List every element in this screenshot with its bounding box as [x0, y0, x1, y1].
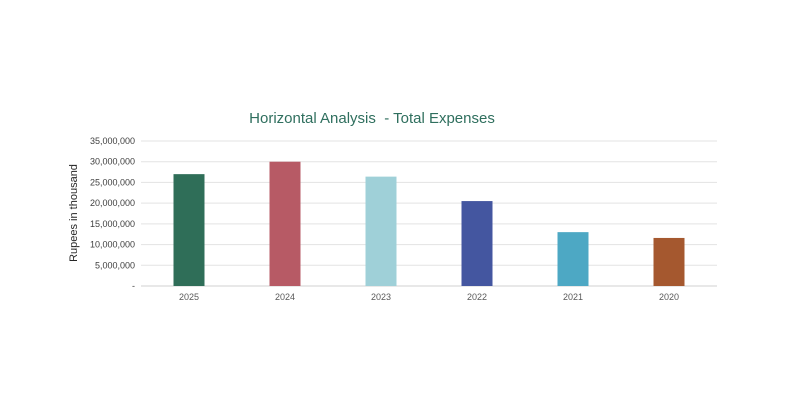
- y-axis-title: Rupees in thousand: [68, 164, 80, 262]
- gridlines: [141, 140, 717, 287]
- x-axis-category-labels: 2025 2024 2023 2022 2021 2020: [179, 292, 679, 302]
- y-tick-label: 15,000,000: [90, 219, 135, 229]
- y-tick-label: 30,000,000: [90, 157, 135, 167]
- bar-2024: [269, 161, 301, 286]
- x-tick-label-2025: 2025: [179, 292, 199, 302]
- bar-2020: [653, 237, 685, 286]
- x-tick-label-2022: 2022: [467, 292, 487, 302]
- y-tick-label: -: [132, 281, 135, 291]
- bar-2022: [461, 201, 493, 286]
- y-tick-label: 25,000,000: [90, 177, 135, 187]
- y-axis-tick-labels: - 5,000,000 10,000,000 15,000,000 20,000,000…: [90, 136, 135, 291]
- y-tick-label: 10,000,000: [90, 240, 135, 250]
- x-tick-label-2020: 2020: [659, 292, 679, 302]
- bar-2023: [365, 176, 397, 286]
- bars: [173, 161, 685, 286]
- bar-2025: [173, 174, 205, 286]
- x-tick-label-2021: 2021: [563, 292, 583, 302]
- y-tick-label: 35,000,000: [90, 136, 135, 146]
- y-tick-label: 20,000,000: [90, 198, 135, 208]
- bar-2021: [557, 232, 589, 286]
- chart-title: Horizontal Analysis - Total Expenses: [249, 110, 495, 127]
- x-tick-label-2023: 2023: [371, 292, 391, 302]
- y-tick-label: 5,000,000: [95, 260, 135, 270]
- x-tick-label-2024: 2024: [275, 292, 295, 302]
